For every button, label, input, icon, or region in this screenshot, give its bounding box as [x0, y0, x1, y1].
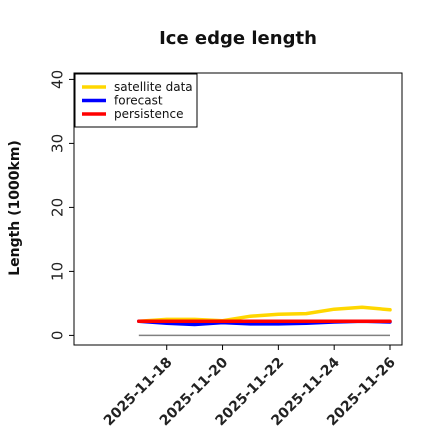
plot-frame: [73, 72, 403, 346]
legend-label: persistence: [114, 107, 183, 121]
y-tick-label: 40: [49, 70, 67, 89]
y-tick-label: 0: [49, 331, 67, 341]
series-line-satellite-data: [137, 305, 392, 324]
legend-label: satellite data: [114, 80, 193, 94]
y-axis-label: Length (1000km): [7, 140, 23, 276]
chart-title: Ice edge length: [159, 28, 317, 49]
y-tick-label: 10: [49, 262, 67, 281]
y-tick-label: 30: [49, 134, 67, 153]
y-tick-label: 20: [49, 198, 67, 217]
legend-label: forecast: [114, 94, 163, 108]
